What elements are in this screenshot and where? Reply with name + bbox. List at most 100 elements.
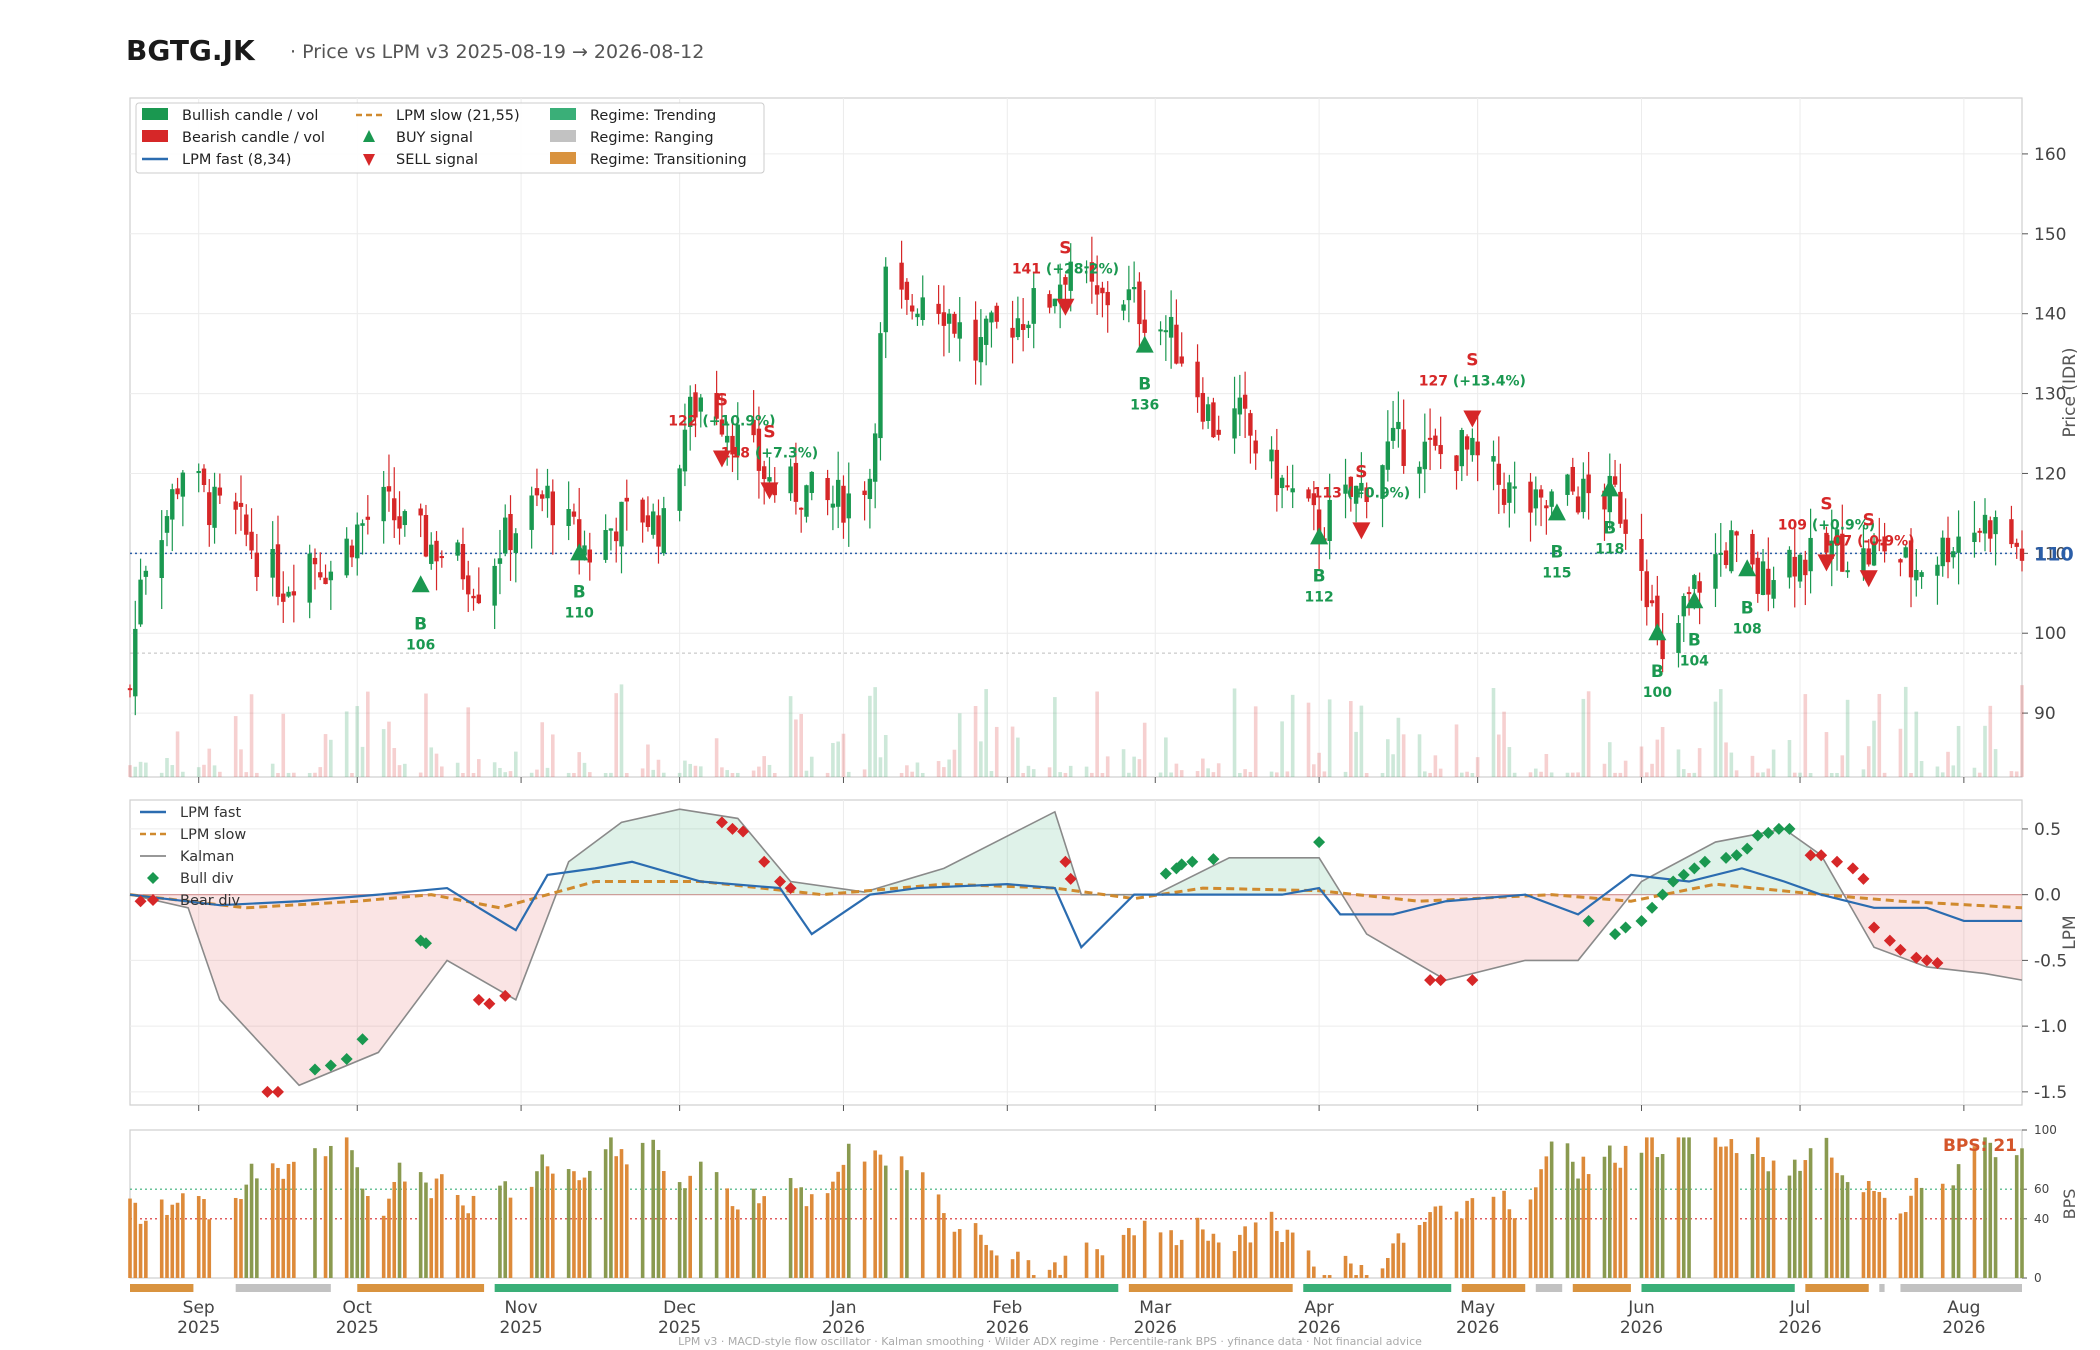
volume-bar bbox=[255, 772, 259, 777]
regime-strip-trending bbox=[1641, 1284, 1795, 1292]
bps-bar bbox=[1132, 1235, 1136, 1278]
volume-bar bbox=[1243, 769, 1247, 777]
regime-strip-ranging bbox=[235, 1284, 331, 1292]
candle-body bbox=[212, 486, 217, 528]
volume-bar bbox=[751, 770, 756, 777]
bps-bar bbox=[794, 1188, 798, 1278]
volume-bar bbox=[1275, 772, 1279, 777]
candle-body bbox=[2014, 542, 2019, 547]
volume-bar bbox=[1602, 763, 1607, 777]
buy-signal-marker bbox=[1135, 335, 1154, 353]
candle-body bbox=[1020, 324, 1026, 330]
candle-body bbox=[143, 570, 149, 577]
candle-body bbox=[1237, 397, 1243, 415]
candle-body bbox=[872, 433, 878, 482]
candle-body bbox=[798, 507, 804, 510]
bear-divergence-marker bbox=[726, 822, 739, 835]
volume-bar bbox=[403, 763, 407, 777]
candle-body bbox=[1084, 266, 1089, 269]
x-tick-month: Sep bbox=[183, 1298, 215, 1318]
candle-body bbox=[698, 397, 703, 412]
buy-signal-label: B bbox=[573, 582, 586, 602]
candle-body bbox=[904, 281, 910, 300]
legend-label: Regime: Trending bbox=[590, 108, 716, 124]
volume-bar bbox=[1607, 742, 1612, 777]
x-tick-year: 2025 bbox=[499, 1318, 542, 1338]
volume-bar bbox=[714, 738, 719, 777]
candle-body bbox=[1343, 484, 1348, 494]
candle-body bbox=[434, 540, 439, 562]
bps-tick-label: 100 bbox=[2034, 1123, 2057, 1137]
bps-bar bbox=[429, 1198, 434, 1278]
bps-bar bbox=[1216, 1242, 1221, 1278]
bps-bar bbox=[1528, 1199, 1533, 1278]
bps-bar bbox=[1206, 1240, 1210, 1278]
bps-bar bbox=[1581, 1156, 1586, 1278]
bps-bar bbox=[651, 1139, 656, 1278]
bear-divergence-marker bbox=[1931, 957, 1944, 970]
volume-bar bbox=[799, 713, 803, 777]
candle-body bbox=[1068, 261, 1073, 291]
bear-divergence-marker bbox=[784, 882, 797, 895]
candle-body bbox=[1618, 491, 1623, 524]
bear-divergence-marker bbox=[1831, 855, 1844, 868]
bps-bar bbox=[1470, 1198, 1475, 1278]
volume-bar bbox=[281, 713, 286, 777]
bps-bar bbox=[862, 1161, 867, 1278]
bear-divergence-marker bbox=[483, 997, 496, 1010]
volume-bar bbox=[477, 759, 481, 777]
volume-bar bbox=[1761, 772, 1765, 777]
volume-bar bbox=[1882, 772, 1887, 777]
lpm-legend-bear-icon bbox=[147, 894, 159, 906]
legend-label: LPM fast (8,34) bbox=[182, 152, 291, 168]
candle-body bbox=[1845, 570, 1850, 573]
bps-bar bbox=[1243, 1226, 1247, 1278]
candle-body bbox=[508, 513, 513, 551]
legend-label: SELL signal bbox=[396, 152, 478, 168]
candle-body bbox=[344, 538, 349, 576]
candle-body bbox=[1232, 408, 1237, 439]
bps-bar bbox=[1771, 1160, 1776, 1278]
candle-body bbox=[1549, 491, 1554, 507]
volume-bar bbox=[1729, 752, 1734, 777]
bps-bar bbox=[1549, 1141, 1554, 1278]
candle-body bbox=[1919, 572, 1924, 577]
bull-divergence-marker bbox=[324, 1059, 337, 1072]
buy-signal-label: B bbox=[414, 614, 427, 634]
bear-divergence-marker bbox=[737, 825, 750, 838]
volume-bar bbox=[640, 768, 645, 777]
volume-bar bbox=[720, 767, 724, 777]
bps-bar bbox=[440, 1174, 444, 1278]
volume-bar bbox=[1845, 699, 1850, 777]
bps-bar bbox=[403, 1181, 407, 1278]
volume-bar bbox=[212, 765, 217, 777]
legend-swatch bbox=[142, 130, 168, 142]
candle-body bbox=[1131, 287, 1137, 290]
bps-bar bbox=[587, 1170, 592, 1278]
bull-divergence-marker bbox=[1783, 822, 1796, 835]
candle-body bbox=[1612, 476, 1618, 485]
volume-bar bbox=[1084, 766, 1089, 777]
bps-current-label: BPS: 21 bbox=[1943, 1136, 2017, 1156]
lpm-slow-line bbox=[129, 880, 2023, 910]
candle-body bbox=[661, 508, 666, 554]
volume-bar bbox=[1285, 771, 1290, 777]
lpm-legend-label: Kalman bbox=[180, 849, 234, 865]
bps-bar bbox=[292, 1161, 296, 1278]
candle-body bbox=[233, 501, 238, 510]
candle-body bbox=[1433, 435, 1438, 446]
volume-bar bbox=[498, 767, 502, 777]
candle-body bbox=[793, 462, 799, 502]
volume-bar bbox=[239, 749, 243, 777]
candle-body bbox=[1137, 281, 1142, 325]
bps-bar bbox=[1618, 1167, 1623, 1278]
volume-bar bbox=[1142, 722, 1147, 777]
volume-bar bbox=[1158, 772, 1163, 777]
candle-body bbox=[275, 544, 281, 597]
candle-body bbox=[1380, 465, 1385, 499]
x-tick-year: 2026 bbox=[1942, 1318, 1985, 1338]
volume-bar bbox=[1327, 699, 1332, 777]
bps-axis-title: BPS bbox=[2060, 1189, 2079, 1220]
volume-bar bbox=[1840, 755, 1845, 777]
